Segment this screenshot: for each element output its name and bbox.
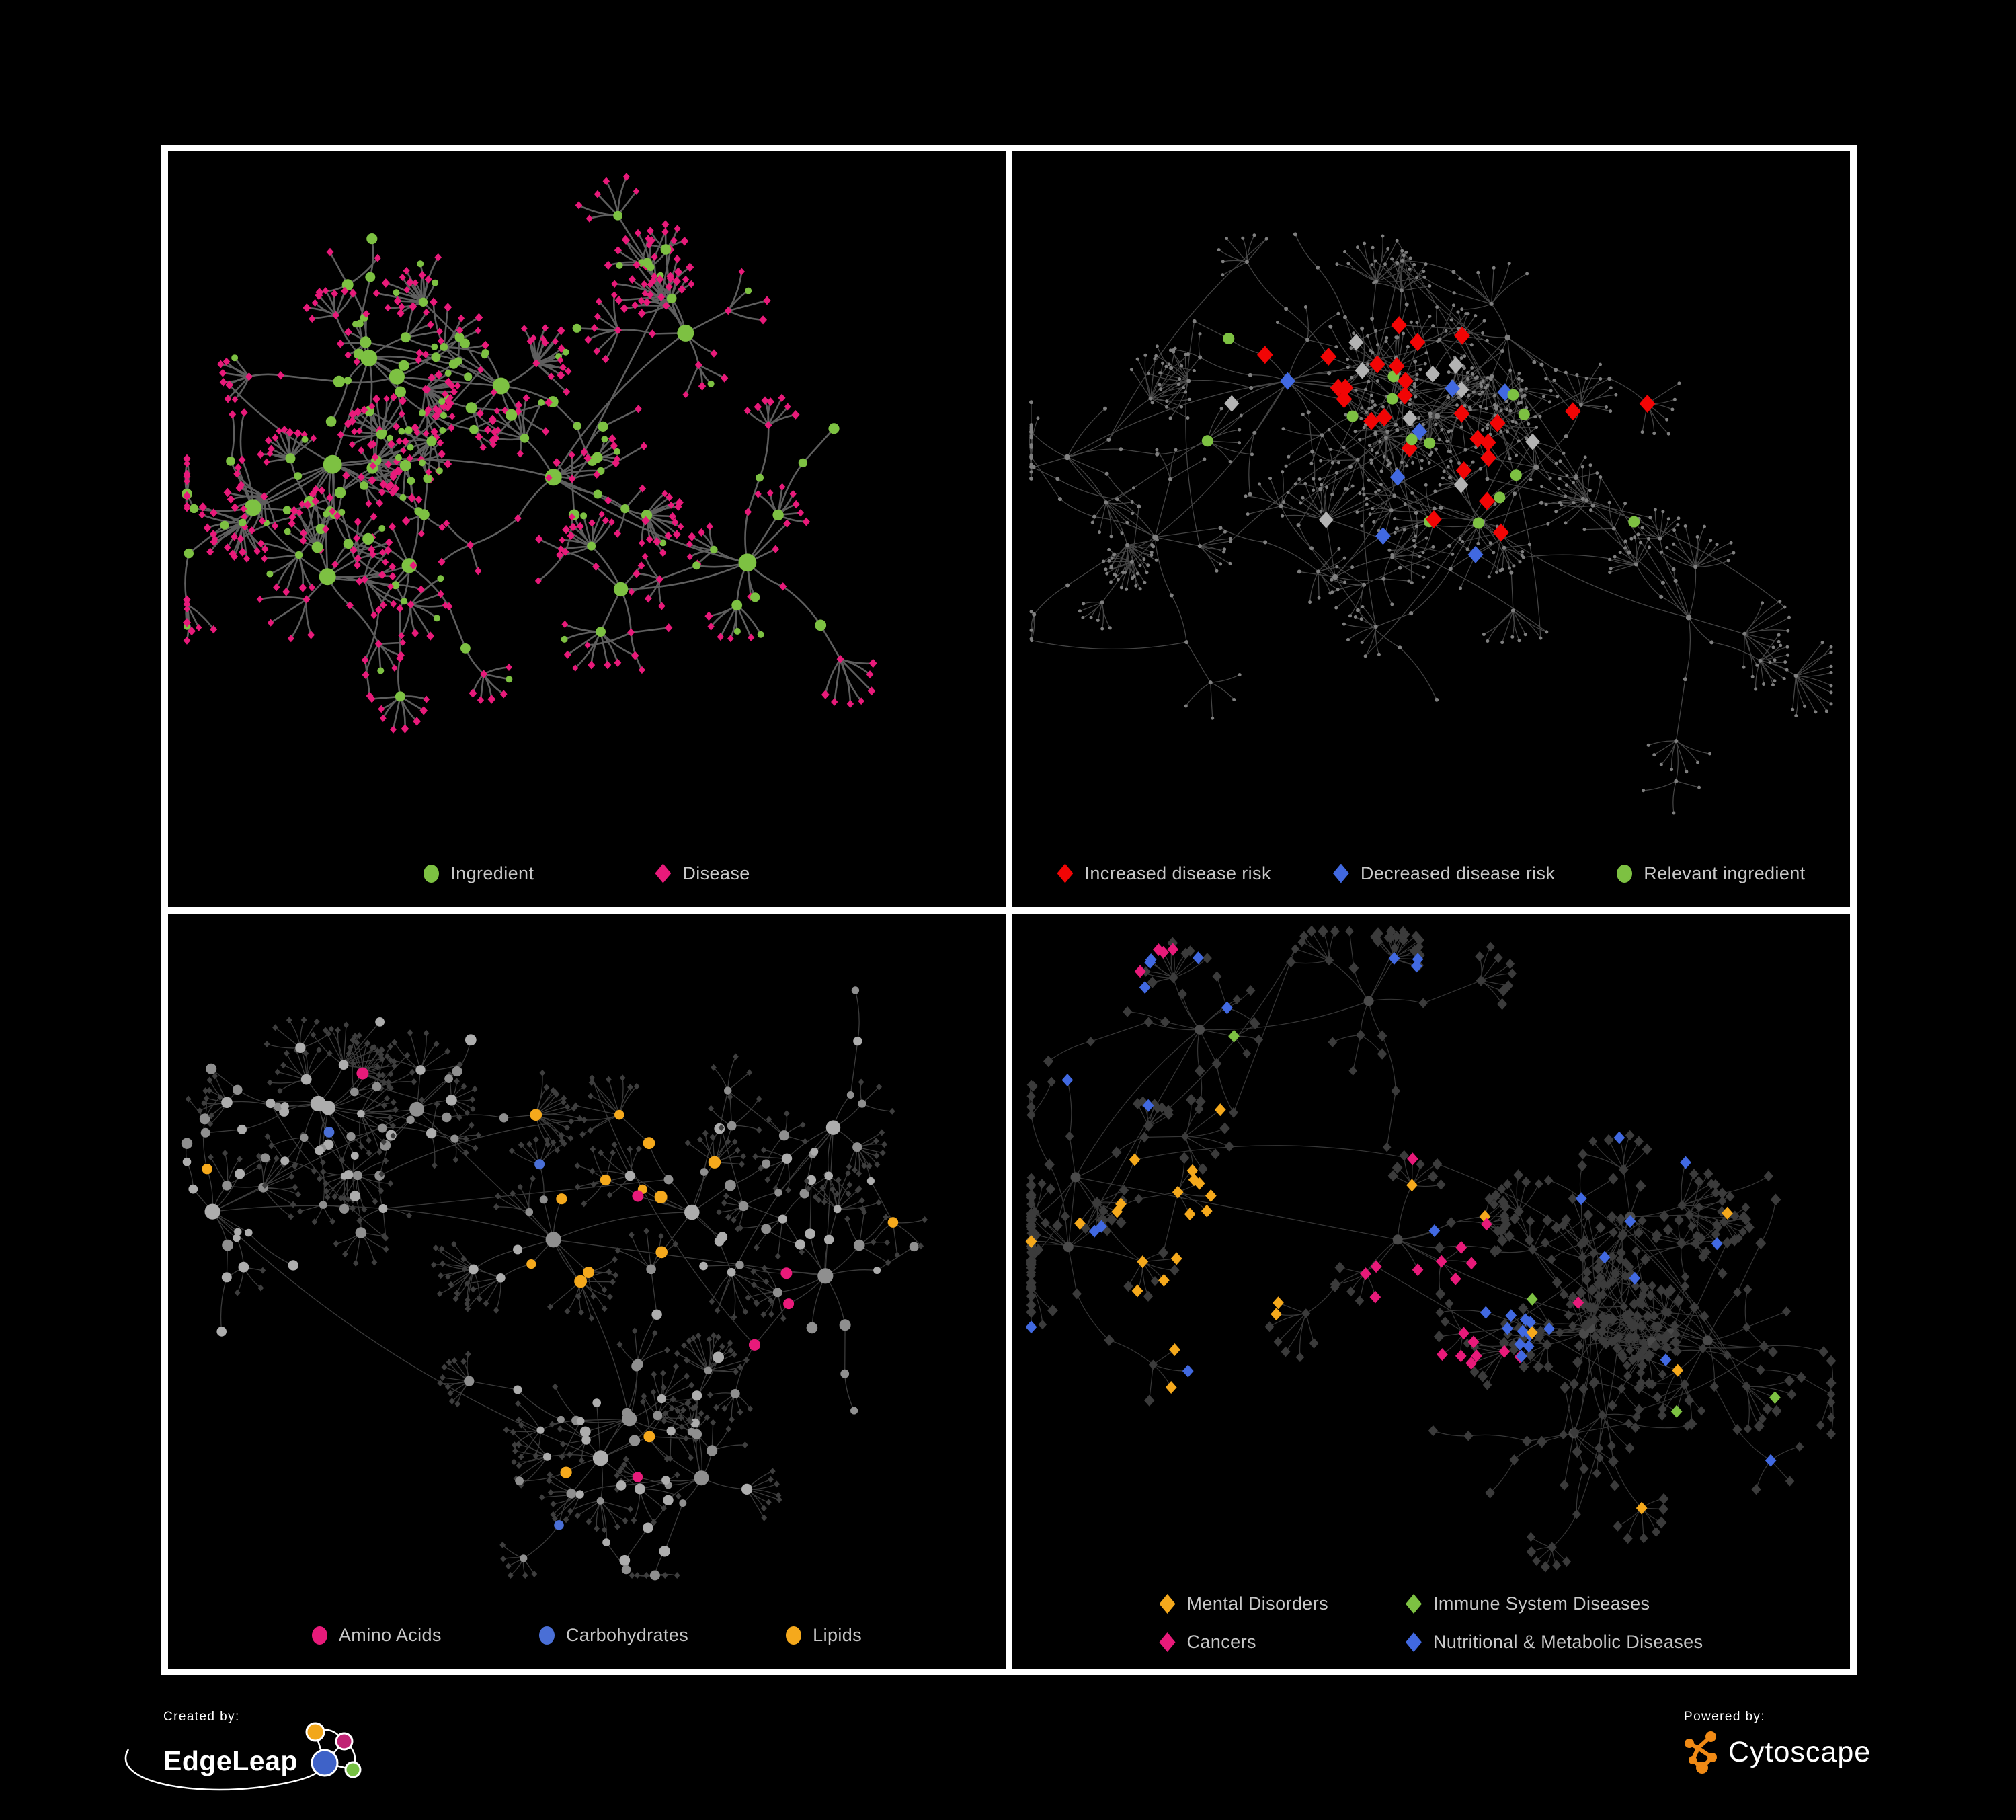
network-disease-categories [1025,924,1837,1572]
legend-label: Relevant ingredient [1644,863,1806,883]
panel-disease-risk: Increased disease risk Decreased disease … [1012,151,1850,907]
legend-disease-risk: Increased disease risk Decreased disease … [1012,863,1850,884]
legend-label: Amino Acids [338,1625,442,1645]
legend-label: Increased disease risk [1084,863,1271,883]
legend-item-cancers: Cancers [1159,1632,1328,1653]
edgeleap-logo-text: EdgeLeap [163,1745,298,1776]
relevant-ingredient-swatch-circle-icon [1617,864,1633,883]
increased-disease-risk-swatch-diamond-icon [1057,863,1074,883]
legend-label: Nutritional & Metabolic Diseases [1433,1632,1703,1652]
cytoscape-logo-icon [1685,1731,1717,1774]
network-nutrient-classes [181,986,928,1580]
legend-label: Mental Disorders [1186,1593,1328,1614]
legend-label: Disease [682,863,750,883]
legend-label: Decreased disease risk [1360,863,1556,883]
legend-nutrient-classes: Amino Acids Carbohydrates Lipids [168,1625,1006,1646]
network-disease-risk [1029,232,1833,815]
legend-item-carbohydrates: Carbohydrates [538,1625,689,1646]
legend-item-immune-system-diseases: Immune System Diseases [1406,1593,1703,1614]
legend-item-decreased-disease-risk: Decreased disease risk [1332,863,1556,884]
legend-label: Ingredient [450,863,534,883]
powered-by-brand: Powered by: [1684,1710,1871,1774]
panel-ingredient-disease: Ingredient Disease [168,151,1006,907]
legend-item-disease: Disease [655,863,750,884]
amino-acids-swatch-circle-icon [311,1626,327,1645]
lipids-swatch-circle-icon [786,1626,802,1645]
legend-label: Cancers [1186,1632,1256,1652]
ingredient-swatch-circle-icon [424,864,440,883]
decreased-disease-risk-swatch-diamond-icon [1332,863,1349,883]
legend-item-amino-acids: Amino Acids [311,1625,442,1646]
immune-system-diseases-swatch-diamond-icon [1406,1594,1422,1614]
legend-item-mental-disorders: Mental Disorders [1159,1593,1328,1614]
powered-by-label: Powered by: [1684,1710,1766,1724]
legend-label: Lipids [813,1625,862,1645]
mental-disorders-swatch-diamond-icon [1159,1594,1176,1614]
legend-item-increased-disease-risk: Increased disease risk [1057,863,1271,884]
legend-disease-categories: Mental Disorders Immune System Diseases Ca… [1159,1593,1703,1653]
legend-item-nutritional-metabolic-diseases: Nutritional & Metabolic Diseases [1406,1632,1703,1653]
panel-disease-categories: Mental Disorders Immune System Diseases Ca… [1012,913,1850,1669]
cytoscape-logo-text: Cytoscape [1728,1735,1871,1768]
legend-item-ingredient: Ingredient [424,863,534,884]
created-by-label: Created by: [163,1710,240,1724]
disease-swatch-diamond-icon [655,863,672,883]
nutritional-metabolic-diseases-swatch-diamond-icon [1406,1632,1422,1652]
cancers-swatch-diamond-icon [1159,1632,1176,1652]
created-by-brand: Created by: EdgeLeap [124,1710,376,1791]
panel-grid: Ingredient Disease Increased disease risk… [161,145,1857,1675]
edgeleap-logo-icon [124,1722,362,1791]
carbohydrates-swatch-circle-icon [538,1626,555,1645]
legend-ingredient-disease: Ingredient Disease [168,863,1006,884]
legend-item-relevant-ingredient: Relevant ingredient [1617,863,1805,884]
network-ingredient-disease [182,173,877,734]
legend-label: Carbohydrates [565,1625,689,1645]
legend-label: Immune System Diseases [1433,1593,1650,1614]
panel-nutrient-classes: Amino Acids Carbohydrates Lipids [168,913,1006,1669]
legend-item-lipids: Lipids [786,1625,862,1646]
